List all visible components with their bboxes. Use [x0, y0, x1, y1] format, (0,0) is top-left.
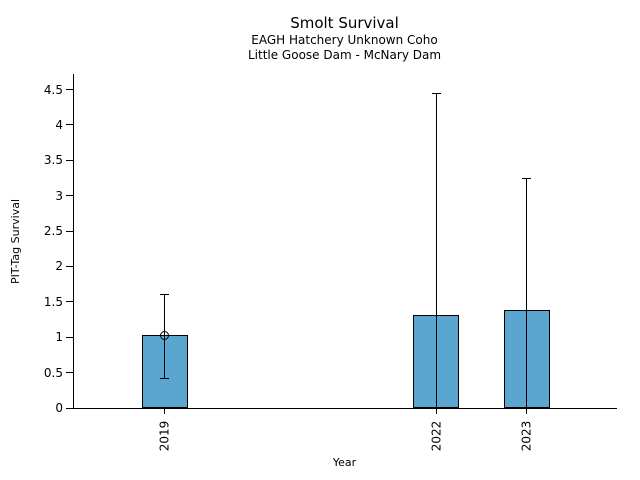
y-axis-tick-label: 1	[55, 330, 63, 345]
x-axis-tick-label: 2022	[414, 415, 458, 457]
y-axis-tick	[66, 124, 73, 126]
chart-subtitle-line2: Little Goose Dam - McNary Dam	[247, 47, 442, 62]
y-axis-tick-label: 4.5	[43, 82, 63, 97]
error-bar-cap-bottom	[160, 377, 169, 379]
x-axis-tick-label: 2019	[143, 415, 187, 457]
y-axis-tick-label: 0.5	[43, 365, 63, 380]
y-axis-label-wrap: PIT-Tag Survival	[0, 74, 30, 408]
x-axis-tick-label-text: 2023	[519, 420, 534, 452]
y-axis-tick	[66, 301, 73, 303]
y-axis-label: PIT-Tag Survival	[8, 198, 22, 284]
y-axis-tick	[66, 372, 73, 374]
chart-subtitle-line1: EAGH Hatchery Unknown Coho	[251, 33, 438, 47]
y-axis-tick	[66, 195, 73, 197]
x-axis-tick	[435, 408, 437, 414]
x-axis-label: Year	[332, 456, 357, 469]
y-axis-tick-label: 3.5	[43, 153, 63, 168]
y-axis-tick	[66, 336, 73, 338]
y-axis-tick	[66, 265, 73, 267]
x-axis-tick-label-text: 2019	[157, 420, 172, 452]
y-axis-tick	[66, 159, 73, 161]
chart-title: Smolt Survival	[290, 14, 399, 32]
x-axis-tick	[526, 408, 527, 414]
x-axis-tick-label-text: 2022	[428, 420, 443, 452]
error-bar-line	[526, 178, 527, 408]
y-axis-tick	[66, 407, 73, 409]
y-axis-tick-label: 2.5	[43, 224, 63, 239]
y-axis-tick-label: 0	[55, 401, 63, 415]
error-bar-cap-top	[431, 92, 441, 94]
plot-area: 0 0.5 1 1.5 2 2.5 3 3.5 4 4.5 2019 2022 2023	[44, 74, 617, 451]
y-axis-tick-label: 1.5	[43, 294, 63, 309]
data-point-marker	[160, 330, 169, 340]
y-axis-tick	[66, 230, 73, 232]
y-axis-tick	[66, 89, 73, 91]
x-axis-tick	[164, 408, 165, 414]
error-bar-line	[435, 93, 437, 408]
y-axis-tick-label: 3	[55, 188, 63, 203]
y-axis-tick-label: 4	[55, 117, 63, 132]
chart-header: Smolt Survival EAGH Hatchery Unknown Coh…	[73, 13, 616, 62]
y-axis-tick-label: 2	[55, 259, 63, 274]
x-axis-tick-label: 2023	[505, 415, 549, 457]
error-bar-cap-top	[160, 293, 169, 295]
error-bar-cap-top	[522, 177, 531, 179]
